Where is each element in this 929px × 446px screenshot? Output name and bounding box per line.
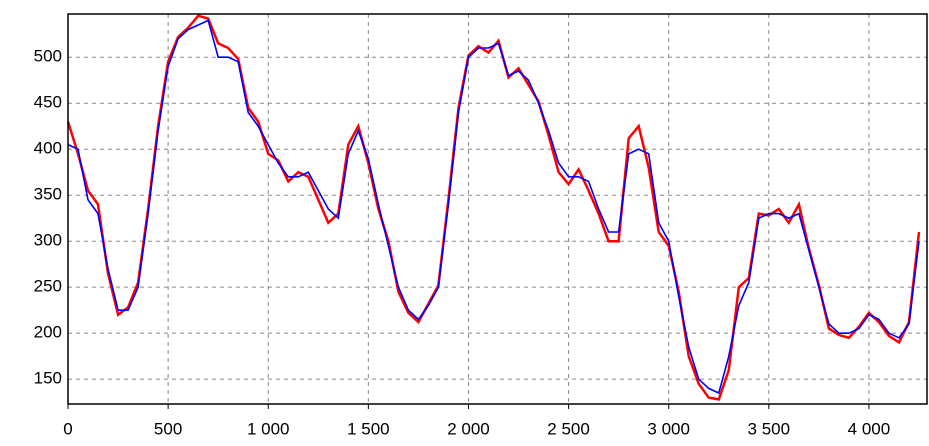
x-tick-label: 0 (63, 419, 72, 438)
x-tick-label: 2 000 (447, 419, 490, 438)
x-tick-label: 500 (154, 419, 182, 438)
x-tick-label: 3 500 (748, 419, 791, 438)
series-line (67, 19, 920, 395)
x-tick-label: 1 500 (347, 419, 390, 438)
x-tick-label: 4 000 (848, 419, 891, 438)
plot-area (68, 14, 927, 404)
x-tick-label: 3 000 (647, 419, 690, 438)
series-line (66, 14, 921, 401)
y-tick-label: 250 (34, 277, 62, 296)
y-tick-label: 150 (34, 369, 62, 388)
y-tick-label: 300 (34, 231, 62, 250)
y-tick-label: 400 (34, 139, 62, 158)
y-tick-label: 500 (34, 47, 62, 66)
plot-border (67, 13, 928, 405)
x-tick-label: 2 500 (547, 419, 590, 438)
y-tick-label: 350 (34, 185, 62, 204)
y-tick-label: 200 (34, 323, 62, 342)
x-tick-label: 1 000 (247, 419, 290, 438)
y-tick-label: 450 (34, 93, 62, 112)
